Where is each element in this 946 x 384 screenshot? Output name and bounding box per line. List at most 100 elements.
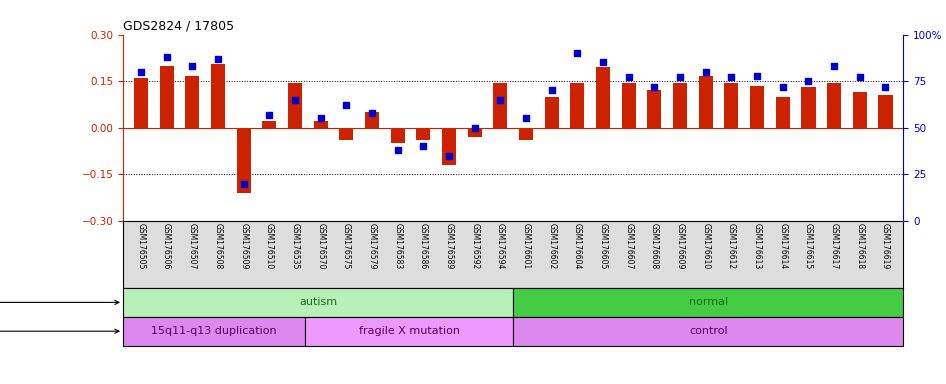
Bar <box>513 317 903 346</box>
Point <box>390 147 405 153</box>
Point <box>236 180 252 187</box>
Bar <box>340 127 354 140</box>
Text: GSM176586: GSM176586 <box>419 223 428 269</box>
Bar <box>545 97 559 127</box>
Text: GSM176583: GSM176583 <box>394 223 402 269</box>
Text: GSM176609: GSM176609 <box>675 223 685 269</box>
Bar <box>134 78 148 127</box>
Point <box>569 50 585 56</box>
Bar <box>123 317 305 346</box>
Bar <box>236 127 251 193</box>
Text: GSM176612: GSM176612 <box>727 223 736 269</box>
Text: GSM176615: GSM176615 <box>804 223 813 269</box>
Text: GSM176589: GSM176589 <box>445 223 453 269</box>
Point <box>493 97 508 103</box>
Point <box>133 69 149 75</box>
Point <box>775 84 790 90</box>
Text: GSM176507: GSM176507 <box>188 223 197 269</box>
Text: GSM176510: GSM176510 <box>265 223 273 269</box>
Bar <box>365 112 379 127</box>
Point <box>159 54 174 60</box>
Text: GSM176505: GSM176505 <box>136 223 146 269</box>
Point <box>288 97 303 103</box>
Bar <box>827 83 841 127</box>
Bar <box>570 83 585 127</box>
Text: GSM176601: GSM176601 <box>521 223 531 269</box>
Text: GSM176575: GSM176575 <box>342 223 351 269</box>
Bar <box>123 288 513 317</box>
Point <box>339 102 354 108</box>
Point <box>262 112 277 118</box>
Bar <box>801 87 815 127</box>
Bar <box>879 95 892 127</box>
Bar <box>467 127 482 137</box>
Text: GSM176508: GSM176508 <box>214 223 222 269</box>
Point <box>184 63 200 69</box>
Bar <box>725 83 739 127</box>
Text: GSM176594: GSM176594 <box>496 223 505 269</box>
Point <box>518 115 534 121</box>
Text: GSM176604: GSM176604 <box>573 223 582 269</box>
Point <box>416 143 431 149</box>
Bar <box>647 90 661 127</box>
Bar <box>493 83 507 127</box>
Bar <box>160 66 174 127</box>
Text: GSM176570: GSM176570 <box>316 223 325 269</box>
Bar <box>314 121 327 127</box>
Bar <box>211 64 225 127</box>
Bar <box>262 121 276 127</box>
Bar <box>391 127 405 143</box>
Point <box>878 84 893 90</box>
Text: genotype/variation: genotype/variation <box>0 326 119 336</box>
Text: GSM176614: GSM176614 <box>779 223 787 269</box>
Bar <box>750 86 764 127</box>
Point <box>647 84 662 90</box>
Text: GSM176602: GSM176602 <box>547 223 556 269</box>
Text: control: control <box>689 326 727 336</box>
Point <box>313 115 328 121</box>
Text: GSM176509: GSM176509 <box>239 223 248 269</box>
Point <box>724 74 739 81</box>
Point <box>852 74 867 81</box>
Bar <box>622 83 636 127</box>
Point <box>698 69 713 75</box>
Bar <box>513 288 903 317</box>
Text: autism: autism <box>299 297 337 308</box>
Bar <box>852 92 867 127</box>
Text: GSM176607: GSM176607 <box>624 223 633 269</box>
Text: fragile X mutation: fragile X mutation <box>359 326 460 336</box>
Text: GSM176592: GSM176592 <box>470 223 480 269</box>
Point <box>673 74 688 81</box>
Point <box>364 110 379 116</box>
Text: GSM176535: GSM176535 <box>290 223 300 269</box>
Bar <box>416 127 430 140</box>
Text: GSM176605: GSM176605 <box>599 223 607 269</box>
Bar <box>305 317 513 346</box>
Text: GSM176608: GSM176608 <box>650 223 659 269</box>
Text: disease state: disease state <box>0 297 119 308</box>
Text: GSM176610: GSM176610 <box>701 223 710 269</box>
Point <box>595 60 610 66</box>
Point <box>467 124 482 131</box>
Bar <box>442 127 456 165</box>
Text: GSM176506: GSM176506 <box>162 223 171 269</box>
Point <box>827 63 842 69</box>
Bar <box>288 83 302 127</box>
Bar <box>776 97 790 127</box>
Point <box>210 56 225 62</box>
Text: GSM176613: GSM176613 <box>753 223 762 269</box>
Point <box>544 87 559 93</box>
Point <box>622 74 637 81</box>
Text: GSM176579: GSM176579 <box>367 223 377 269</box>
Text: GSM176617: GSM176617 <box>830 223 838 269</box>
Bar <box>185 76 200 127</box>
Text: GSM176618: GSM176618 <box>855 223 865 269</box>
Text: normal: normal <box>689 297 727 308</box>
Point <box>801 78 816 84</box>
Text: GSM176619: GSM176619 <box>881 223 890 269</box>
Bar <box>519 127 534 140</box>
Bar <box>673 83 687 127</box>
Point <box>442 152 457 159</box>
Bar <box>596 67 610 127</box>
Text: GDS2824 / 17805: GDS2824 / 17805 <box>123 19 234 32</box>
